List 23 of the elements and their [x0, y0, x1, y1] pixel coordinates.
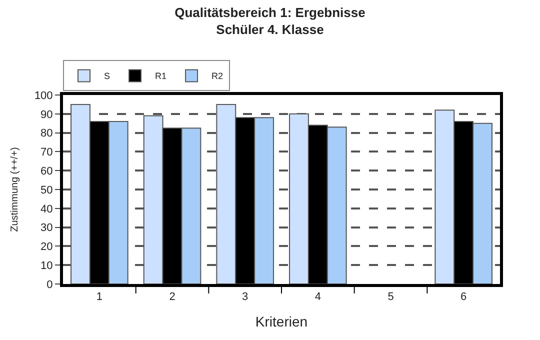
- legend-label: S: [104, 71, 110, 82]
- y-tick-label: 10: [40, 260, 53, 272]
- x-axis-title: Kriterien: [255, 314, 308, 330]
- y-tick-label: 90: [40, 108, 53, 121]
- y-tick-label: 20: [40, 241, 53, 254]
- x-tick-label: 3: [242, 291, 248, 304]
- x-tick-label: 2: [169, 291, 176, 304]
- y-tick-label: 40: [40, 203, 53, 216]
- x-tick-label: 5: [388, 291, 394, 304]
- y-tick-label: 80: [40, 128, 53, 140]
- x-tick-label: 1: [96, 291, 102, 304]
- y-tick-label: 30: [40, 222, 53, 234]
- legend-label: R2: [212, 71, 224, 82]
- x-tick-label: 6: [460, 291, 467, 304]
- chart-title: Qualitätsbereich 1: Ergebnisse Schüler 4. Klasse: [174, 5, 366, 37]
- y-tick-label: 100: [34, 90, 53, 102]
- y-tick-label: 70: [40, 146, 53, 159]
- y-tick-label: 0: [46, 278, 53, 291]
- y-axis-title: Zustimmung (++/+): [9, 147, 20, 232]
- x-tick-label: 4: [314, 291, 321, 304]
- legend-label: R1: [155, 71, 167, 82]
- y-tick-label: 50: [40, 184, 53, 196]
- y-tick-label: 60: [40, 165, 53, 178]
